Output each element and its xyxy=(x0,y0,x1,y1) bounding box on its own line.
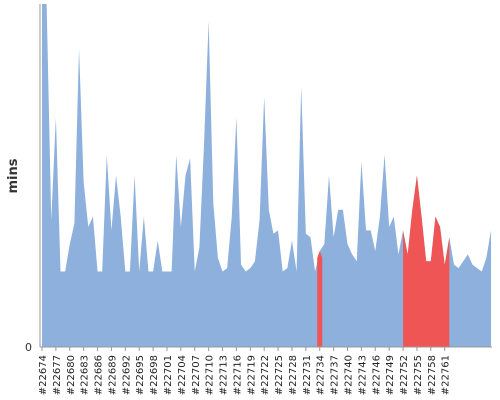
plot-area xyxy=(42,4,491,347)
y-axis-label: mins xyxy=(6,158,21,193)
x-tick-label: #22686 xyxy=(94,355,105,395)
x-tick-label: #22704 xyxy=(177,355,188,395)
highlight-area-1 xyxy=(403,175,450,347)
x-tick-label: #22716 xyxy=(232,355,243,395)
x-tick-label: #22734 xyxy=(316,355,327,395)
x-tick-label: #22749 xyxy=(385,355,396,395)
x-tick-label: #22761 xyxy=(441,355,452,395)
x-tick-label: #22707 xyxy=(191,355,202,395)
y-ticks: 0 xyxy=(25,341,32,354)
x-tick-label: #22713 xyxy=(219,355,230,395)
x-tick-label: #22689 xyxy=(107,355,118,395)
x-tick-label: #22698 xyxy=(149,355,160,395)
x-tick-label: #22737 xyxy=(330,355,341,395)
x-tick-label: #22746 xyxy=(371,355,382,395)
x-tick-label: #22752 xyxy=(399,355,410,395)
x-tick-label: #22743 xyxy=(357,355,368,395)
x-tick-label: #22758 xyxy=(427,355,438,395)
x-tick-label: #22740 xyxy=(344,355,355,395)
x-tick-label: #22695 xyxy=(135,355,146,395)
x-tick-label: #22725 xyxy=(274,355,285,395)
x-tick-label: #22728 xyxy=(288,355,299,395)
highlight-area-0 xyxy=(317,250,323,347)
x-tick-label: #22722 xyxy=(260,355,271,395)
x-tick-label: #22680 xyxy=(66,355,77,395)
x-tick-label: #22692 xyxy=(121,355,132,395)
x-tick-label: #22755 xyxy=(413,355,424,395)
x-ticks: #22674 #22677 #22680 #22683 #22686 #22689 #226… xyxy=(38,347,452,395)
x-tick-label: #22677 xyxy=(52,355,63,395)
x-tick-label: #22719 xyxy=(246,355,257,395)
y-tick-label: 0 xyxy=(25,341,32,354)
area-series xyxy=(42,4,491,347)
x-tick-label: #22731 xyxy=(302,355,313,395)
x-tick-label: #22710 xyxy=(205,355,216,395)
x-tick-label: #22701 xyxy=(163,355,174,395)
x-tick-label: #22683 xyxy=(80,355,91,395)
x-tick-label: #22674 xyxy=(38,355,49,395)
